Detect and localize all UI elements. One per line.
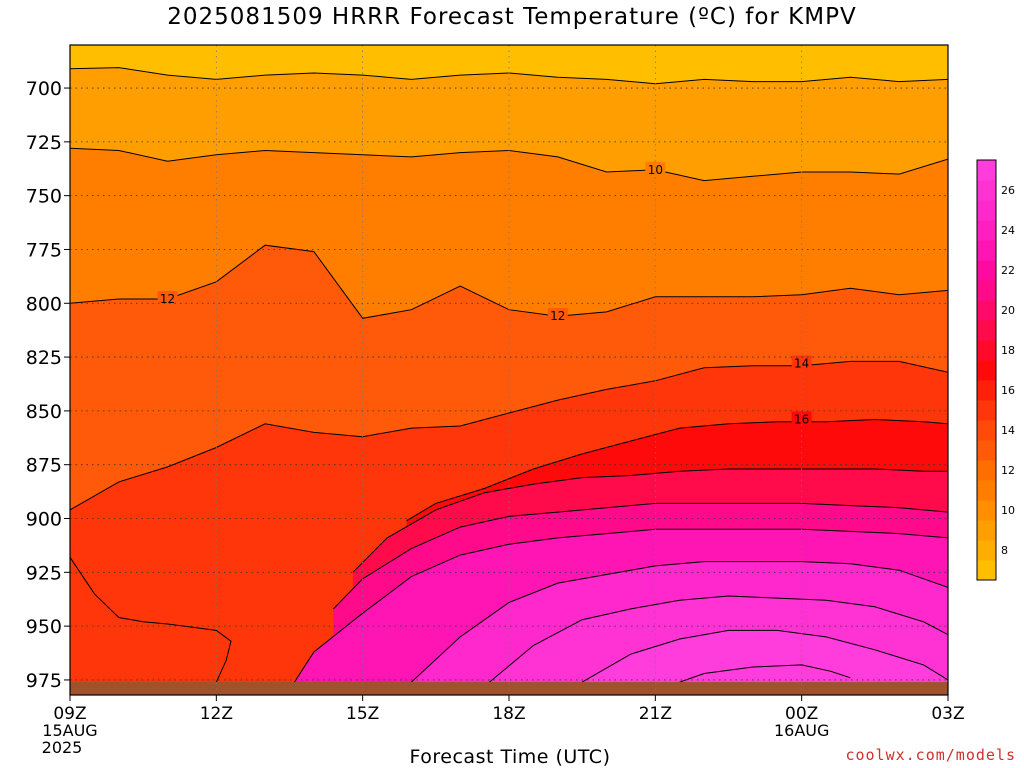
colorbar-swatch: [977, 440, 996, 461]
colorbar-swatch: [977, 160, 996, 181]
contour-line-18: [352, 468, 948, 573]
x-tick-label: 12Z: [200, 704, 233, 724]
contour-line-22: [293, 528, 948, 683]
contour-fill-26: [582, 630, 948, 695]
contour-line-16: [406, 418, 948, 522]
x-tick-label: 15Z: [346, 704, 379, 724]
contour-label-bg: [791, 355, 812, 370]
x-tick-label: 03Z: [931, 704, 964, 724]
colorbar-swatch: [977, 240, 996, 261]
colorbar-tick-label: 14: [1001, 424, 1015, 437]
colorbar-swatch: [977, 560, 996, 581]
y-tick-label: 700: [26, 78, 62, 100]
colorbar-swatch: [977, 380, 996, 401]
x-tick-year: 2025: [42, 738, 83, 757]
colorbar-swatch: [977, 260, 996, 281]
contour-line-25: [489, 595, 948, 683]
colorbar-tick-label: 16: [1001, 384, 1015, 397]
x-tick-label: 00Z: [785, 704, 818, 724]
x-tick-label: 09Z: [53, 704, 86, 724]
contour-label-bg: [645, 161, 666, 176]
colorbar-tick-label: 18: [1001, 344, 1015, 357]
contour-line-27: [679, 664, 851, 683]
colorbar-tick-label: 12: [1001, 464, 1015, 477]
colorbar-swatch: [977, 280, 996, 301]
y-tick-label: 950: [26, 616, 62, 638]
contour-label-bg: [157, 290, 178, 305]
colorbar-swatch: [977, 420, 996, 441]
colorbar-swatch: [977, 300, 996, 321]
contour-label-10: 10: [648, 163, 663, 177]
colorbar-tick-label: 10: [1001, 504, 1015, 517]
contour-line-14: [70, 557, 232, 683]
colorbar-swatch: [977, 180, 996, 201]
contour-label-bg: [547, 308, 568, 323]
y-tick-label: 925: [26, 562, 62, 584]
colorbar-swatch: [977, 200, 996, 221]
colorbar-swatch: [977, 460, 996, 481]
y-tick-label: 850: [26, 401, 62, 423]
y-tick-label: 800: [26, 293, 62, 315]
y-tick-label: 725: [26, 132, 62, 154]
y-tick-label: 875: [26, 455, 62, 477]
colorbar-frame: [976, 159, 997, 581]
y-tick-label: 975: [26, 670, 62, 692]
y-tick-label: 900: [26, 509, 62, 531]
colorbar-swatch: [977, 360, 996, 381]
x-tick-date: 16AUG: [774, 721, 829, 740]
contour-label-12: 12: [160, 292, 175, 306]
chart-title: 2025081509 HRRR Forecast Temperature (ºC…: [167, 4, 857, 30]
colorbar-swatch: [977, 520, 996, 541]
contour-label-12: 12: [550, 309, 565, 323]
contour-line-24: [411, 561, 948, 683]
colorbar-tick-label: 26: [1001, 184, 1015, 197]
contour-line-26: [581, 629, 948, 683]
x-axis-label: Forecast Time (UTC): [409, 746, 611, 768]
colorbar-tick-label: 22: [1001, 264, 1015, 277]
colorbar-swatch: [977, 340, 996, 361]
colorbar-swatch: [977, 220, 996, 241]
colorbar-swatch: [977, 540, 996, 561]
colorbar-swatch: [977, 500, 996, 521]
colorbar-tick-label: 8: [1001, 544, 1008, 557]
x-tick-date: 15AUG: [42, 721, 97, 740]
colorbar-tick-label: 20: [1001, 304, 1015, 317]
contour-label-bg: [791, 411, 812, 426]
y-tick-label: 750: [26, 186, 62, 208]
y-tick-label: 825: [26, 347, 62, 369]
x-tick-label: 21Z: [639, 704, 672, 724]
contour-line-20: [333, 502, 948, 610]
colorbar-swatch: [977, 320, 996, 341]
colorbar-swatch: [977, 400, 996, 421]
credit-link[interactable]: coolwx.com/models: [845, 746, 1016, 764]
y-tick-label: 775: [26, 239, 62, 261]
colorbar-tick-label: 24: [1001, 224, 1015, 237]
contour-label-14: 14: [794, 357, 809, 371]
colorbar-swatch: [977, 480, 996, 501]
x-tick-label: 18Z: [492, 704, 525, 724]
